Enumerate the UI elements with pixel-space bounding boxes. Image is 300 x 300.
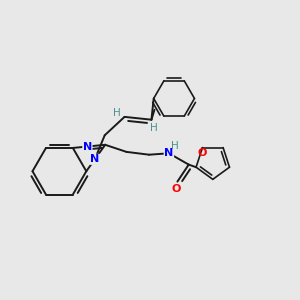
Text: O: O — [198, 148, 207, 158]
Text: N: N — [164, 148, 173, 158]
Text: H: H — [171, 141, 179, 151]
Text: O: O — [171, 184, 181, 194]
Text: N: N — [83, 142, 92, 152]
Text: H: H — [113, 108, 121, 118]
Text: N: N — [90, 154, 99, 164]
Text: H: H — [150, 123, 158, 133]
